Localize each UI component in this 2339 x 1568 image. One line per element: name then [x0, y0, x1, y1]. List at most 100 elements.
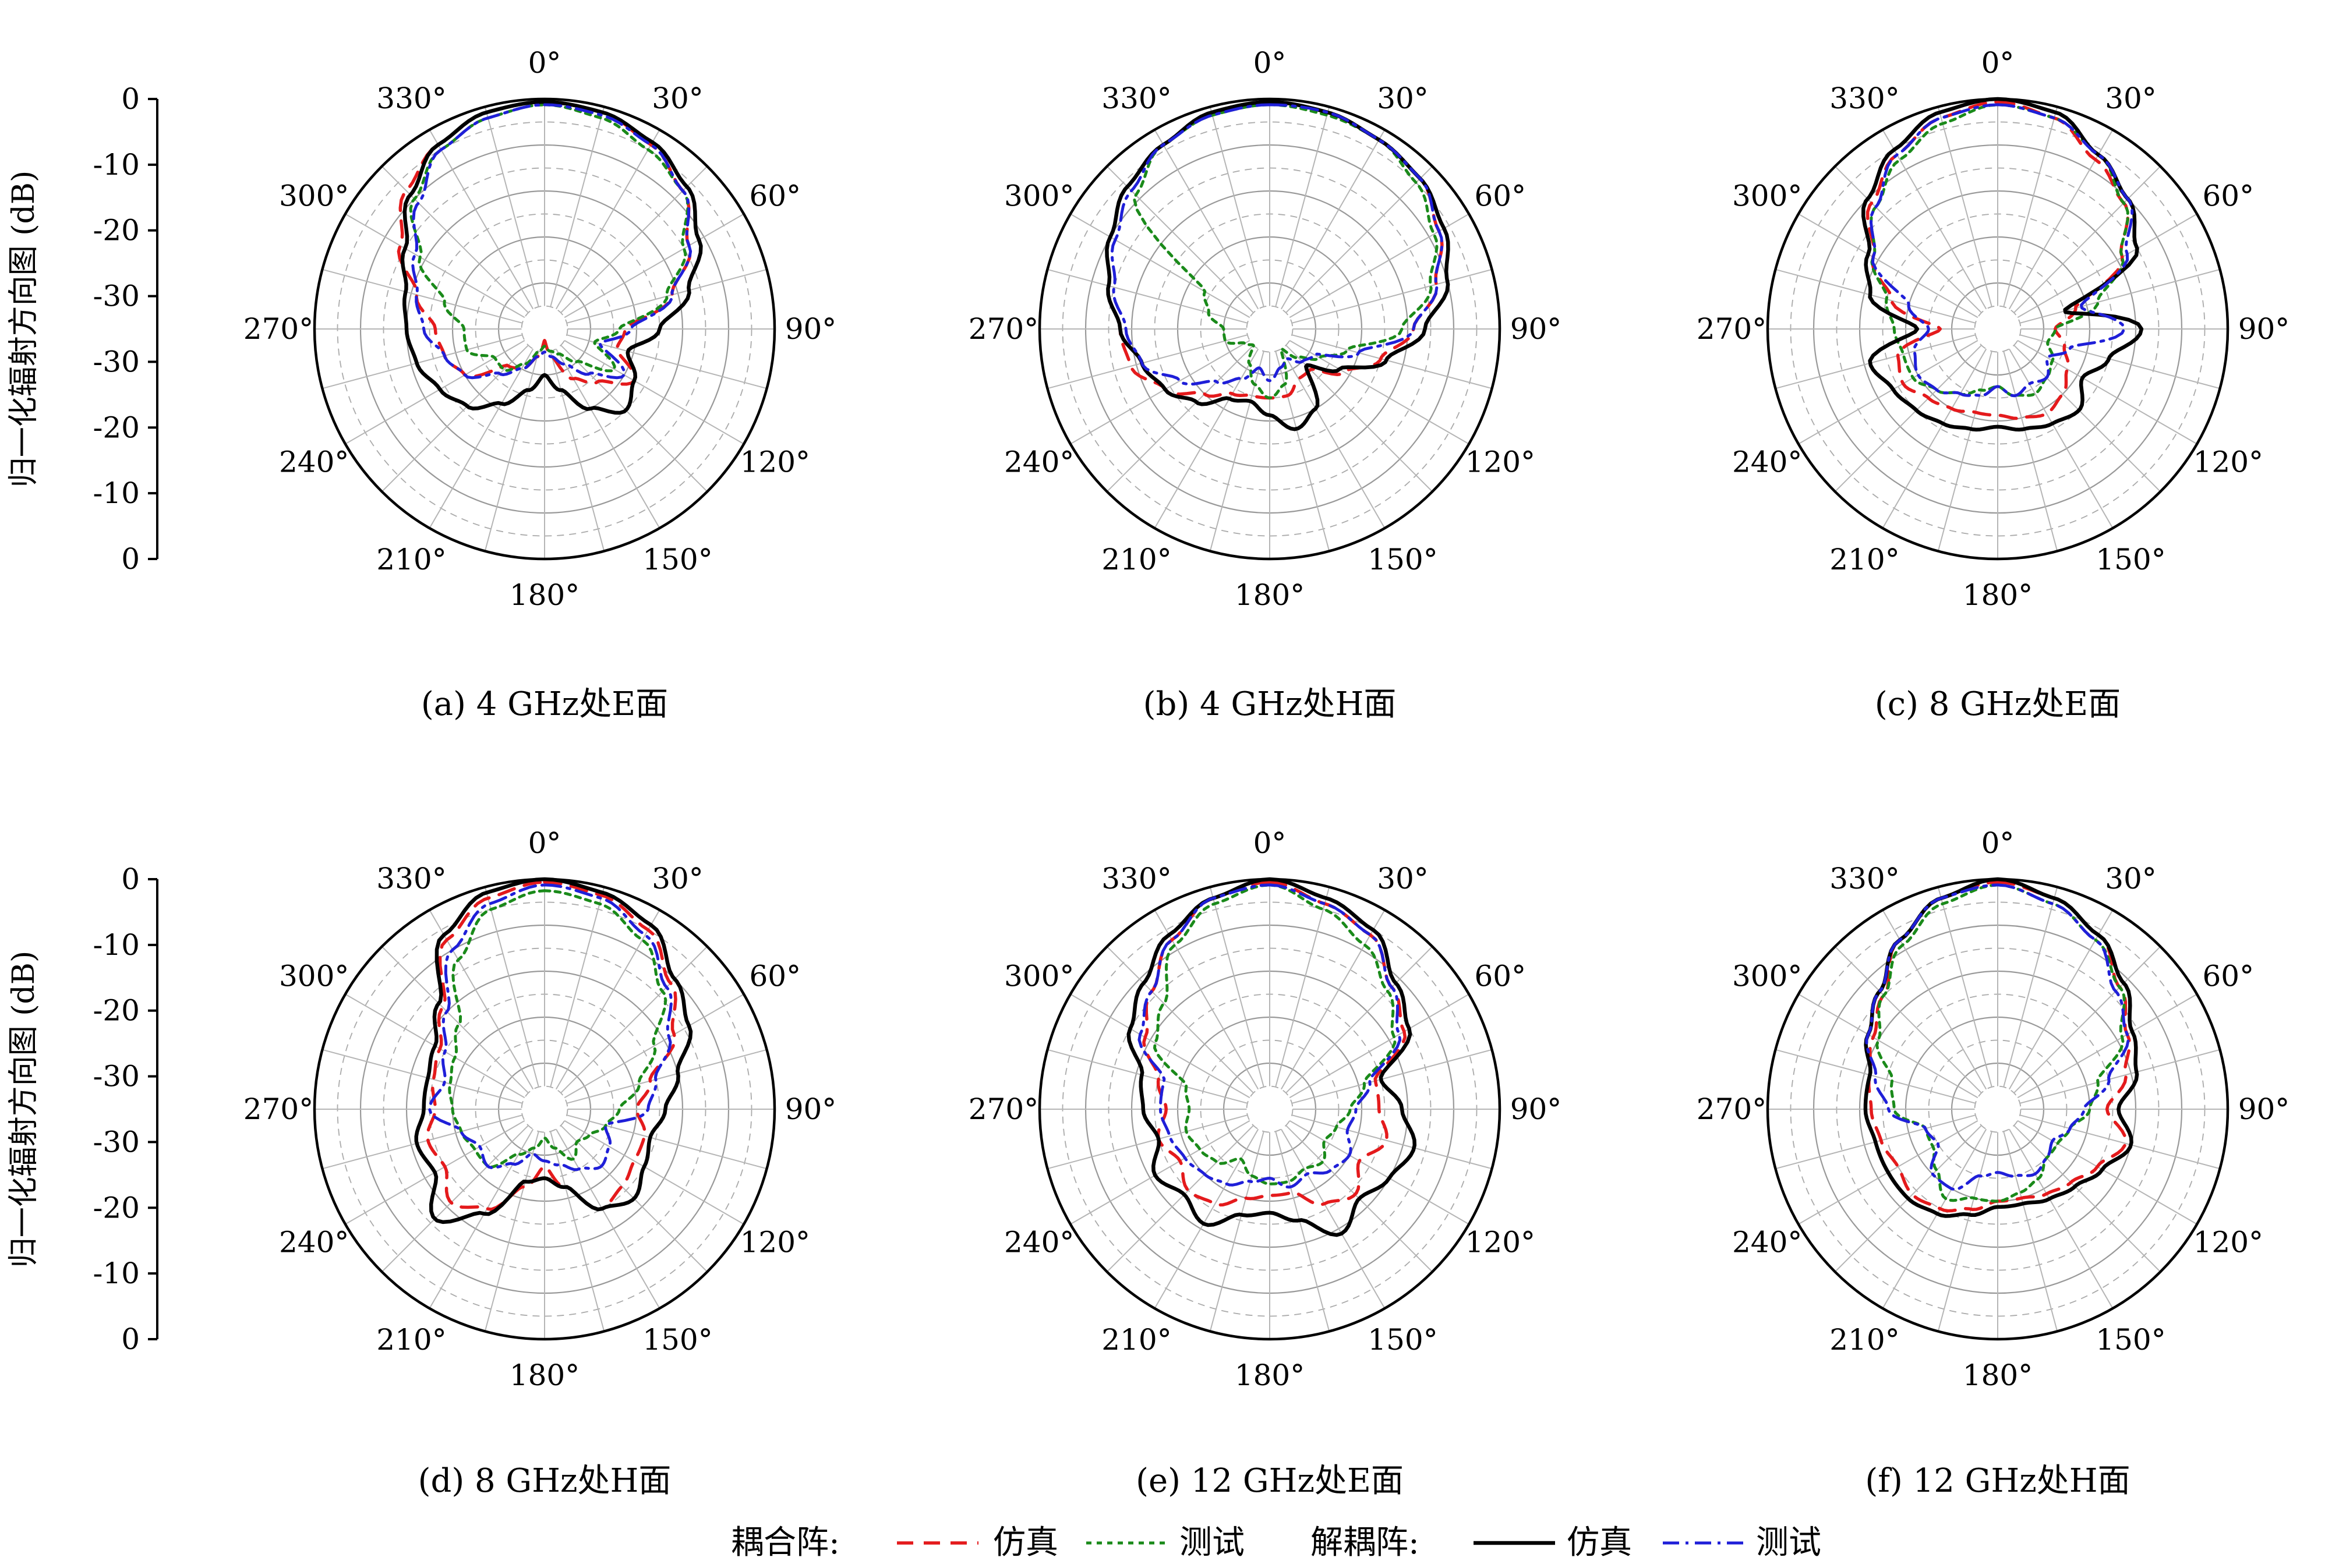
- grid-spoke: [564, 1120, 744, 1225]
- grid-spoke: [1882, 129, 1987, 310]
- grid-spoke: [1882, 1128, 1987, 1309]
- angle-tick-label: 330°: [1101, 82, 1171, 115]
- angle-tick-label: 60°: [1474, 960, 1526, 993]
- angle-tick-label: 30°: [652, 82, 704, 115]
- r-axis-tick-label: -10: [93, 928, 140, 962]
- grid-spoke: [1937, 887, 1992, 1088]
- angle-tick-label: 0°: [1253, 826, 1287, 860]
- grid-spoke: [555, 909, 660, 1090]
- angle-labels-a: 0° 30° 60° 90° 120° 150° 180° 210° 240° 270° 300° 3…: [243, 46, 837, 612]
- angle-labels-f: 0° 30° 60° 90° 120° 150° 180° 210° 240° 270° 300° 3…: [1697, 826, 2290, 1392]
- polar-panel-a: 0° 30° 60° 90° 120° 150° 180° 210° 240° 270° 300° 3…: [243, 46, 837, 612]
- grid-spoke: [381, 1125, 529, 1273]
- grid-spoke: [550, 351, 605, 551]
- grid-spoke: [1280, 1128, 1386, 1309]
- angle-tick-label: 0°: [528, 826, 561, 860]
- polar-panel-c: 0° 30° 60° 90° 120° 150° 180° 210° 240° 270° 300° 3…: [1697, 46, 2290, 612]
- r-axis-title: 归一化辐射方向图 (dB): [6, 171, 41, 488]
- series-coupled-meas-b: [1132, 103, 1439, 399]
- r-axis-tick-label: -30: [93, 345, 140, 378]
- series-decoupled-sim-a: [400, 100, 703, 415]
- angle-tick-label: 120°: [2193, 445, 2263, 479]
- angle-tick-label: 150°: [1368, 1323, 1437, 1357]
- grid-ring-minor: [1246, 1085, 1294, 1133]
- grid-spoke: [1209, 887, 1264, 1088]
- angle-tick-label: 240°: [1732, 1226, 1802, 1259]
- legend-label-decoupled-sim: 仿真: [1567, 1524, 1632, 1562]
- caption-b: (b) 4 GHz处H面: [1143, 685, 1397, 723]
- r-axis-a: 0 -10 -20 -30 -30 -20 -10 0 归一化辐射方向图 (dB): [6, 82, 158, 576]
- legend: 耦合阵: 仿真 测试 解耦阵: 仿真 测试: [731, 1524, 1821, 1562]
- angle-tick-label: 210°: [376, 1323, 446, 1357]
- grid-spoke: [560, 345, 708, 493]
- angle-tick-label: 240°: [1004, 1226, 1074, 1259]
- angle-tick-label: 150°: [2096, 1323, 2165, 1357]
- legend-label-coupled-meas: 测试: [1179, 1524, 1245, 1562]
- angle-tick-label: 330°: [1101, 862, 1171, 896]
- grid-spoke: [2003, 351, 2058, 551]
- angle-tick-label: 120°: [740, 445, 810, 479]
- grid-spoke: [555, 129, 660, 310]
- grid-spoke: [1280, 129, 1386, 310]
- angle-tick-label: 300°: [1732, 179, 1802, 213]
- angle-tick-label: 270°: [1697, 1092, 1766, 1126]
- angle-tick-label: 240°: [279, 1226, 349, 1259]
- angle-tick-label: 90°: [1510, 1092, 1562, 1126]
- grid-spoke: [564, 213, 744, 318]
- series-coupled-sim-e: [1142, 880, 1407, 1207]
- grid-spoke: [1882, 348, 1987, 529]
- angle-tick-label: 270°: [969, 1092, 1038, 1126]
- grid-spoke: [1154, 348, 1259, 529]
- caption-d: (d) 8 GHz处H面: [418, 1462, 672, 1500]
- angle-tick-label: 120°: [1465, 445, 1535, 479]
- r-axis-title: 归一化辐射方向图 (dB): [6, 951, 41, 1268]
- series-decoupled-meas-a: [411, 103, 692, 380]
- grid-spoke: [2017, 1120, 2197, 1225]
- grid-spoke: [1047, 1049, 1248, 1104]
- angle-tick-label: 300°: [1732, 960, 1802, 993]
- series-decoupled-sim-b: [1105, 100, 1450, 431]
- angle-tick-label: 90°: [1510, 312, 1562, 346]
- grid-b: [1040, 99, 1500, 559]
- r-axis-tick-label: -10: [93, 1256, 140, 1290]
- r-axis-tick-label: -20: [93, 994, 140, 1028]
- grid-spoke: [381, 165, 529, 313]
- grid-spoke: [1775, 1049, 1976, 1104]
- grid-spoke: [1154, 129, 1259, 310]
- legend-label-decoupled-meas: 测试: [1756, 1524, 1821, 1562]
- angle-tick-label: 120°: [740, 1226, 810, 1259]
- grid-spoke: [564, 339, 744, 445]
- angle-tick-label: 330°: [1829, 82, 1899, 115]
- polar-panel-b: 0° 30° 60° 90° 120° 150° 180° 210° 240° 270° 300° 3…: [969, 46, 1562, 612]
- r-axis-tick-label: 0: [121, 1322, 140, 1356]
- angle-tick-label: 60°: [749, 179, 801, 213]
- outer-frame: [313, 97, 776, 561]
- r-axis-tick-label: -10: [93, 476, 140, 510]
- angle-labels-e: 0° 30° 60° 90° 120° 150° 180° 210° 240° 270° 300° 3…: [969, 826, 1562, 1392]
- grid-a: [315, 99, 775, 559]
- grid-spoke: [1275, 1131, 1330, 1332]
- angle-tick-label: 30°: [2105, 82, 2157, 115]
- angle-tick-label: 240°: [1732, 445, 1802, 479]
- r-axis-tick-label: -30: [93, 1060, 140, 1093]
- grid-spoke: [1070, 1120, 1250, 1225]
- angle-tick-label: 60°: [2202, 179, 2254, 213]
- series-coupled-meas-d: [448, 889, 667, 1169]
- grid-ring-minor: [521, 1085, 568, 1133]
- r-axis-tick-label: -30: [93, 1125, 140, 1159]
- r-axis-tick-label: 0: [121, 82, 140, 116]
- grid-spoke: [566, 1049, 767, 1104]
- legend-label-coupled-sim: 仿真: [993, 1524, 1058, 1562]
- grid-spoke: [1775, 334, 1976, 390]
- angle-tick-label: 0°: [528, 46, 561, 80]
- grid-spoke: [2013, 946, 2161, 1093]
- angle-tick-label: 90°: [785, 1092, 837, 1126]
- grid-spoke: [1798, 993, 1978, 1099]
- series-coupled-meas-f: [1875, 883, 2126, 1203]
- series-decoupled-sim-e: [1126, 877, 1417, 1237]
- grid-spoke: [2017, 213, 2197, 318]
- grid-spoke: [1291, 1049, 1492, 1104]
- angle-tick-label: 120°: [1465, 1226, 1535, 1259]
- angle-tick-label: 210°: [1829, 1323, 1899, 1357]
